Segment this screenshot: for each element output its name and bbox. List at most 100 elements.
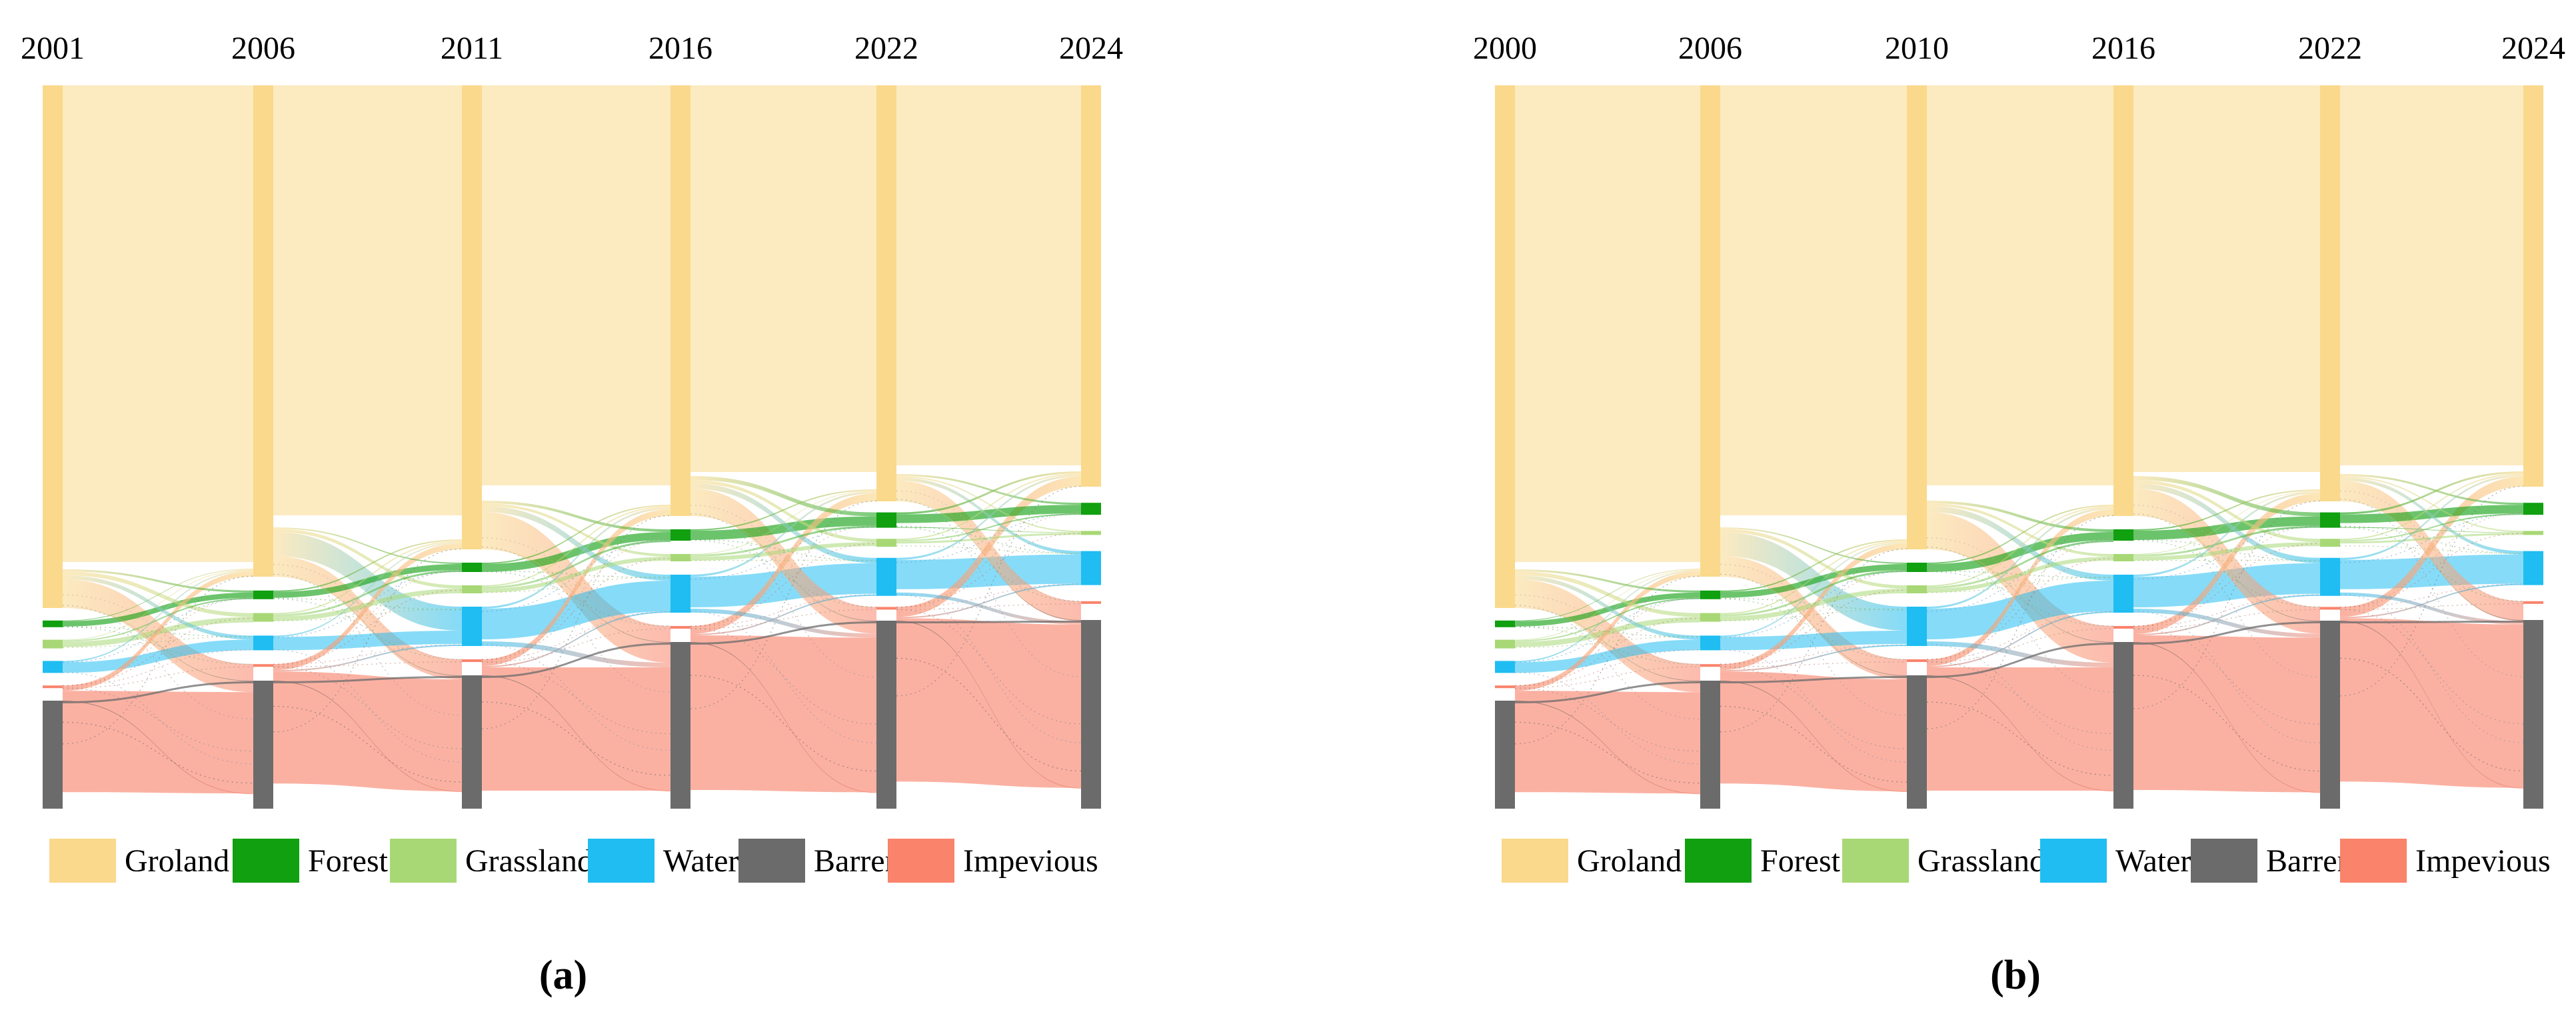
- sankey-node-grassland-2024: [2523, 531, 2543, 535]
- hairline-flow-water-to-forest: [690, 526, 877, 580]
- legend-item-impevious: Impevious: [888, 839, 1098, 883]
- hairline-flow-impevious-to-barren: [1720, 666, 1908, 749]
- sankey-node-impevious-2022: [876, 607, 896, 610]
- legend-swatch-water: [2040, 839, 2107, 883]
- sankey-node-forest-2000: [1495, 620, 1515, 627]
- hairline-flow-forest-to-water: [1926, 570, 2114, 579]
- flow-impevious-to-impevious: [1720, 671, 1907, 791]
- hairline-flow-groland-to-impevious: [481, 537, 671, 627]
- legend-swatch-forest: [233, 839, 299, 883]
- hairline-flow-impevious-to-barren: [273, 666, 463, 749]
- year-label-2024: 2024: [1059, 31, 1123, 66]
- hairline-flow-impevious-to-water: [2339, 583, 2524, 608]
- hairline-flow-forest-to-water: [2339, 525, 2524, 555]
- sankey-node-impevious-2016: [2113, 626, 2133, 629]
- flow-forest-to-forest: [1720, 564, 1907, 598]
- flow-groland-to-grassland: [690, 480, 876, 543]
- hairline-flow-forest-to-impevious: [690, 539, 877, 608]
- legend-swatch-barren: [2191, 839, 2257, 883]
- flow-water-to-water: [482, 581, 670, 639]
- hairline-flow-barren-to-barren: [273, 705, 463, 783]
- flow-grassland-to-forest: [1720, 570, 1907, 617]
- flow-barren-to-barren: [63, 681, 253, 703]
- hairline-flow-groland-to-barren: [1514, 605, 1701, 720]
- sankey-node-barren-2022: [2320, 621, 2340, 809]
- flow-barren-to-impevious: [273, 681, 462, 792]
- year-label-2006: 2006: [1678, 31, 1742, 66]
- flow-barren-to-impevious: [690, 642, 876, 793]
- hairline-flow-barren-to-barren: [1926, 701, 2114, 776]
- flow-impevious-to-impevious: [273, 671, 462, 791]
- flow-grassland-to-groland: [2340, 473, 2523, 541]
- sankey-node-forest-2024: [2523, 503, 2543, 515]
- hairline-flow-forest-to-water: [896, 525, 1082, 555]
- hairline-flow-impevious-to-forest: [62, 597, 254, 686]
- flow-impevious-to-groland: [1515, 571, 1700, 691]
- legend-item-water: Water: [2040, 839, 2191, 883]
- hairline-flow-groland-to-impevious: [896, 490, 1082, 602]
- sankey-chart-b: 2000 2006 2010 2016 2022 2024: [1473, 31, 2565, 809]
- legend-label-forest: Forest: [308, 843, 388, 879]
- legend-item-grassland: Grassland: [390, 839, 593, 883]
- sankey-node-forest-2016: [2113, 529, 2133, 541]
- flow-groland-to-barren: [690, 515, 876, 621]
- flow-barren-to-barren: [690, 621, 876, 645]
- sankey-node-groland-2010: [1907, 85, 1927, 549]
- flow-groland-to-forest: [2133, 476, 2320, 517]
- flow-groland-to-impevious: [63, 579, 253, 693]
- sankey-node-water-2001: [43, 661, 63, 673]
- flow-forest-to-groland: [63, 569, 253, 621]
- flow-groland-to-forest: [1927, 501, 2113, 532]
- hairline-flow-grassland-to-water: [1514, 636, 1701, 648]
- hairline-flow-water-to-barren: [1926, 643, 2114, 751]
- flow-water-to-water: [1720, 631, 1907, 651]
- hairline-flow-barren-to-barren: [2339, 657, 2524, 772]
- sankey-node-forest-2016: [670, 529, 690, 541]
- flow-impevious-to-impevious: [690, 635, 876, 793]
- legend-label-grassland: Grassland: [465, 843, 593, 879]
- legend-label-water: Water: [663, 843, 739, 879]
- hairline-flow-impevious-to-grassland: [690, 543, 877, 627]
- flow-groland-to-barren: [1927, 549, 2113, 643]
- flow-groland-to-groland: [1515, 85, 1700, 562]
- flow-impevious-to-groland: [482, 509, 670, 666]
- flow-groland-to-grassland: [2340, 476, 2523, 533]
- hairline-flow-barren-to-groland: [1926, 515, 2114, 729]
- sankey-node-impevious-2006: [253, 664, 273, 667]
- flow-water-to-water: [63, 639, 253, 673]
- flow-barren-to-impevious: [1515, 701, 1700, 795]
- year-label-2016: 2016: [648, 31, 712, 66]
- hairline-flow-forest-to-water: [1720, 597, 1908, 611]
- sankey-node-water-2016: [2113, 575, 2133, 613]
- flow-forest-to-groland: [2340, 471, 2523, 515]
- flow-grassland-to-forest: [273, 570, 462, 617]
- legend-label-groland: Groland: [125, 843, 230, 879]
- flow-water-to-groland: [2340, 475, 2523, 560]
- flow-grassland-to-forest: [896, 513, 1081, 542]
- legend-item-groland: Groland: [49, 839, 229, 883]
- hairline-flow-water-to-forest: [2133, 526, 2321, 580]
- hairline-flow-water-to-forest: [273, 571, 463, 638]
- sankey-node-forest-2011: [462, 563, 482, 572]
- sankey-node-water-2006: [253, 635, 273, 651]
- hairline-flow-barren-to-barren: [2133, 675, 2321, 772]
- flow-grassland-to-forest: [1927, 540, 2113, 589]
- flow-groland-to-barren: [1515, 607, 1700, 681]
- hairline-flow-impevious-to-barren: [2133, 628, 2321, 725]
- hairline-flow-groland-to-barren: [1720, 573, 1908, 716]
- flow-barren-to-impevious: [2340, 621, 2523, 789]
- sankey-node-barren-2024: [1081, 620, 1101, 809]
- hairline-flow-groland-to-impevious: [2339, 490, 2524, 602]
- flow-forest-to-groland: [482, 505, 670, 564]
- hairline-flow-impevious-to-grassland: [1720, 589, 1908, 665]
- flow-groland-to-groland: [1720, 85, 1907, 515]
- year-label-2010: 2010: [1885, 31, 1949, 66]
- sankey-node-grassland-2001: [43, 639, 63, 649]
- sankey-node-grassland-2022: [876, 539, 896, 547]
- flow-water-to-groland: [482, 507, 670, 609]
- sankey-node-forest-2022: [2320, 512, 2340, 528]
- hairline-flow-impevious-to-grassland: [2133, 543, 2321, 627]
- hairline-flow-forest-to-impevious: [62, 626, 254, 665]
- flow-forest-to-groland: [1515, 569, 1700, 621]
- flow-water-to-groland: [1720, 542, 1907, 637]
